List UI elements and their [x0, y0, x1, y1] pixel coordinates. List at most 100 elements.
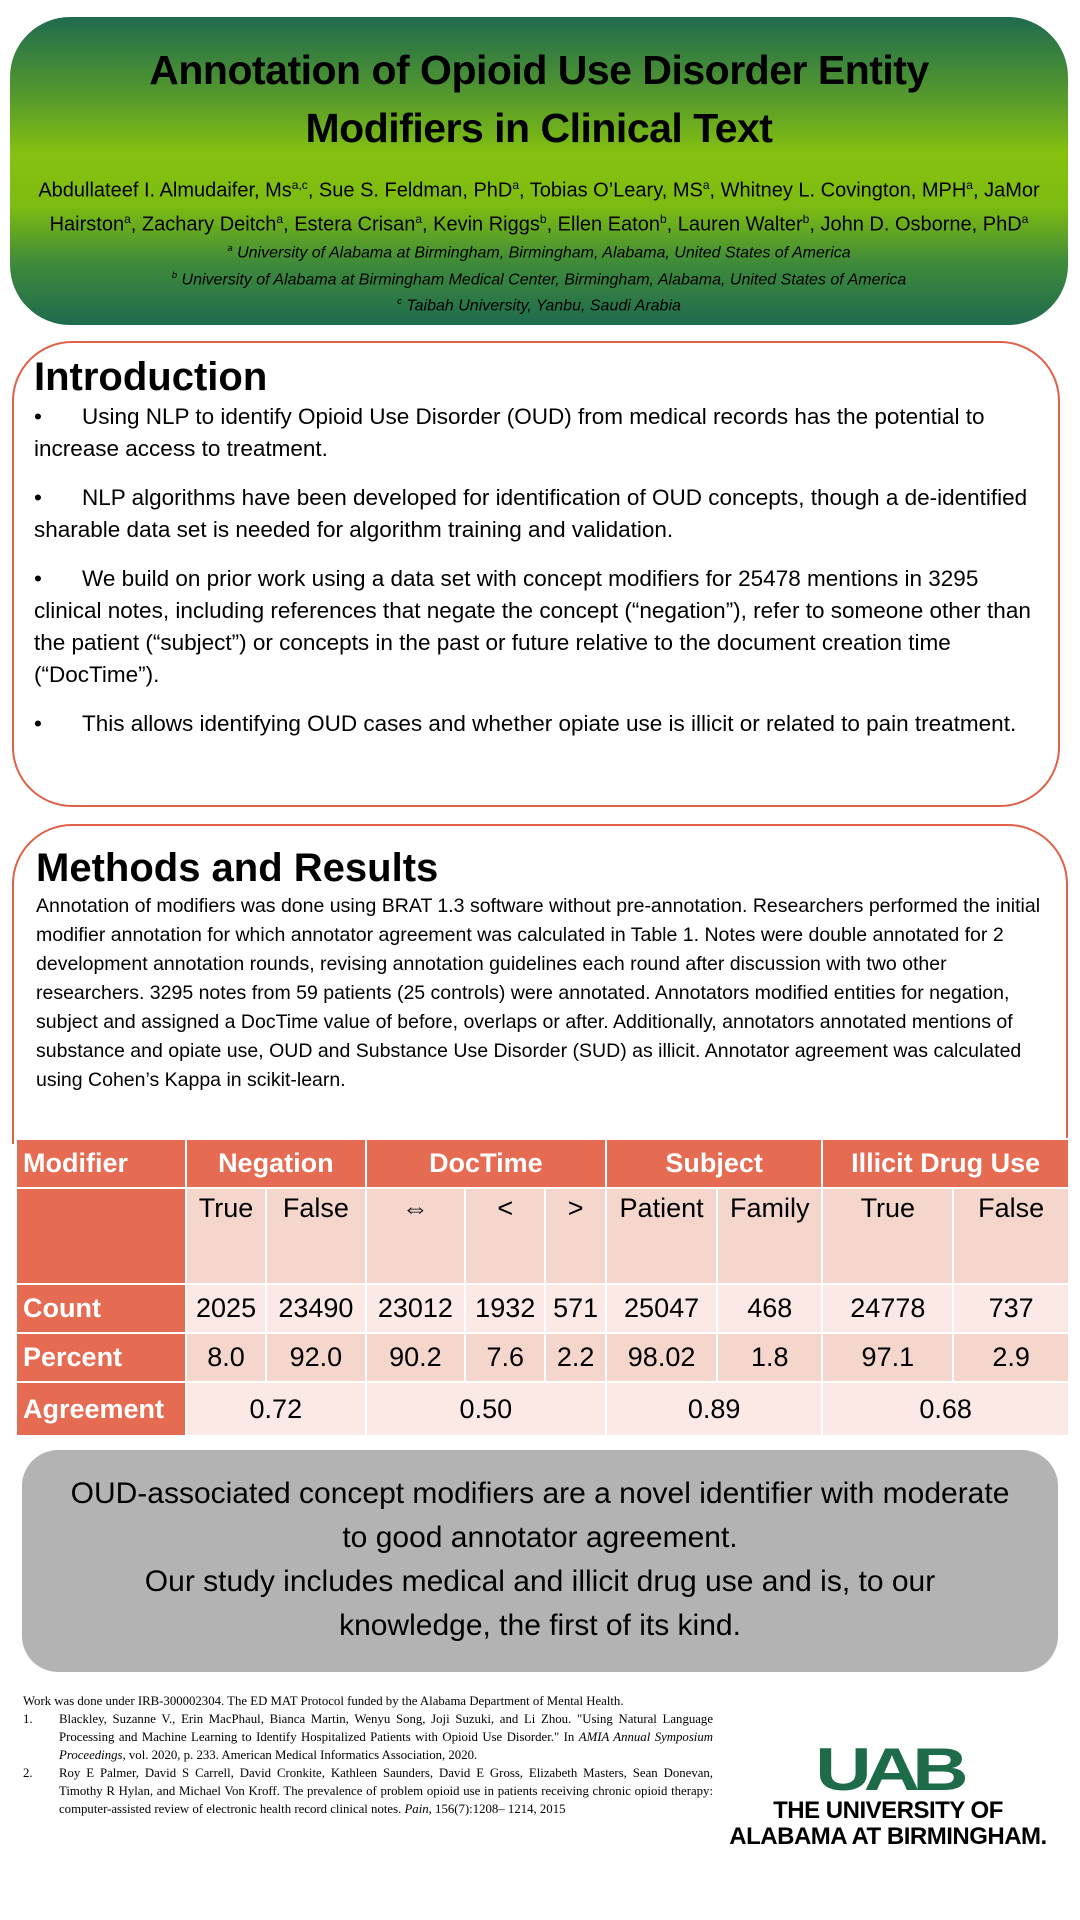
group-header: Illicit Drug Use [821, 1138, 1070, 1189]
funding-note: Work was done under IRB-300002304. The E… [23, 1694, 624, 1708]
agreement-cell: 0.89 [605, 1381, 824, 1437]
percent-cell: 1.8 [716, 1332, 824, 1383]
table-row: Count 2025 23490 23012 1932 571 25047 468 24778 7… [15, 1283, 1070, 1334]
reference-item: 2. Roy E Palmer, David S Carrell, David C… [23, 1764, 713, 1818]
ref-journal: AMIA Annual Symposium Proceedings [59, 1730, 713, 1762]
section-heading: Methods and Results [36, 846, 439, 890]
column-header: False [952, 1187, 1070, 1285]
affiliation: c Taibah University, Yanbu, Saudi Arabia [10, 291, 1068, 317]
conclusion-box: OUD-associated concept modifiers are a n… [22, 1450, 1058, 1672]
column-header: True [184, 1187, 268, 1285]
author-affiliation-mark: a [415, 211, 423, 226]
bullet-icon: • [34, 485, 42, 510]
count-cell: 571 [544, 1283, 608, 1334]
author-affiliation-mark: b [659, 211, 667, 226]
count-cell: 1932 [464, 1283, 547, 1334]
methods-section: Methods and Results Annotation of modifi… [12, 824, 1068, 1144]
agreement-cell: 0.68 [821, 1381, 1070, 1437]
column-header: True [821, 1187, 955, 1285]
author-list: Abdullateef I. Almudaifer, Msa,c, Sue S.… [10, 171, 1068, 238]
reference-text: Blackley, Suzanne V., Erin MacPhaul, Bia… [59, 1710, 713, 1764]
introduction-section: Introduction • Using NLP to identify Opio… [12, 341, 1060, 807]
affiliation-mark: c [397, 295, 402, 307]
author-name: , Ellen Eaton [546, 213, 660, 236]
table-row: Agreement 0.72 0.50 0.89 0.68 [15, 1381, 1070, 1437]
column-header: Family [716, 1187, 824, 1285]
bullet-icon: • [34, 711, 42, 736]
uab-logo: UAB THE UNIVERSITY OF ALABAMA AT BIRMING… [718, 1736, 1058, 1850]
column-header: < [464, 1187, 547, 1285]
percent-cell: 2.9 [952, 1332, 1070, 1383]
column-header: ⇔ [364, 1187, 467, 1285]
author-affiliation-mark: a,c [291, 178, 308, 192]
poster-title: Annotation of Opioid Use Disorder Entity… [10, 41, 1068, 157]
count-cell: 468 [716, 1283, 824, 1334]
author-name: , John D. Osborne, PhD [809, 213, 1022, 236]
table-row: Percent 8.0 92.0 90.2 7.6 2.2 98.02 1.8 97.1 2.9 [15, 1332, 1070, 1383]
author-name: , Kevin Riggs [422, 213, 540, 236]
title-line: Modifiers in Clinical Text [305, 105, 773, 151]
reference-number: 2. [23, 1766, 33, 1780]
references: Work was done under IRB-300002304. The E… [23, 1692, 713, 1818]
ref-text: , vol. 2020, p. 233. American Medical In… [122, 1748, 478, 1762]
table-header-row: Modifier Negation DocTime Subject Illici… [15, 1138, 1070, 1189]
bullet-item: • Using NLP to identify Opioid Use Disord… [34, 401, 1038, 465]
affiliation: a University of Alabama at Birmingham, B… [10, 238, 1068, 264]
corner-header: Modifier [15, 1138, 187, 1189]
affiliations: a University of Alabama at Birmingham, B… [10, 238, 1068, 317]
reference-number: 1. [23, 1712, 33, 1726]
table-subheader-row: True False ⇔ < > Patient Family True False [15, 1187, 1070, 1285]
author-affiliation-mark: a [1021, 211, 1029, 226]
group-header: DocTime [364, 1138, 608, 1189]
bullet-text: Using NLP to identify Opioid Use Disorde… [34, 404, 985, 461]
author-affiliation-mark: a [276, 211, 284, 226]
uab-logo-mark: UAB [815, 1736, 968, 1803]
bullet-text: We build on prior work using a data set … [34, 566, 1031, 687]
ref-journal: Pain [404, 1802, 429, 1816]
column-header: False [265, 1187, 367, 1285]
poster-header: Annotation of Opioid Use Disorder Entity… [10, 17, 1068, 325]
affiliation: b University of Alabama at Birmingham Me… [10, 265, 1068, 291]
ref-text: Blackley, Suzanne V., Erin MacPhaul, Bia… [59, 1712, 713, 1744]
results-table: Modifier Negation DocTime Subject Illici… [15, 1138, 1070, 1437]
percent-cell: 98.02 [605, 1332, 719, 1383]
count-cell: 2025 [184, 1283, 268, 1334]
author-name: , Zachary Deitch [130, 213, 277, 236]
ref-text: Roy E Palmer, David S Carrell, David Cro… [59, 1766, 713, 1816]
affiliation-text: University of Alabama at Birmingham Medi… [177, 270, 907, 288]
reference-list: 1. Blackley, Suzanne V., Erin MacPhaul, B… [23, 1710, 713, 1818]
row-label: Percent [15, 1332, 187, 1383]
author-name: , Tobias O’Leary, MS [519, 179, 703, 202]
author-name: , JaMor Hairston [49, 179, 1040, 236]
author-name: , Estera Crisan [283, 213, 416, 236]
title-line: Annotation of Opioid Use Disorder Entity [149, 47, 929, 93]
author-affiliation-mark: b [802, 211, 810, 226]
author-name: , Lauren Walter [666, 213, 803, 236]
bullet-item: • NLP algorithms have been developed for … [34, 482, 1038, 546]
author-name: Abdullateef I. Almudaifer, Ms [38, 179, 292, 202]
percent-cell: 97.1 [821, 1332, 955, 1383]
ref-text: , 156(7):1208– 1214, 2015 [428, 1802, 566, 1816]
affiliation-text: University of Alabama at Birmingham, Bir… [232, 244, 851, 262]
reference-item: 1. Blackley, Suzanne V., Erin MacPhaul, B… [23, 1710, 713, 1764]
column-header: Patient [605, 1187, 719, 1285]
count-cell: 23012 [364, 1283, 467, 1334]
author-affiliation-mark: a [702, 178, 710, 192]
methods-text: Annotation of modifiers was done using B… [36, 895, 1041, 1091]
logo-text: ALABAMA AT BIRMINGHAM. [729, 1823, 1047, 1850]
author-name: , Whitney L. Covington, MPH [709, 179, 967, 202]
author-affiliation-mark: a [124, 211, 131, 226]
percent-cell: 92.0 [265, 1332, 367, 1383]
author-affiliation-mark: a [966, 178, 973, 192]
affiliation-mark: b [171, 269, 178, 281]
bullet-text: This allows identifying OUD cases and wh… [82, 711, 1017, 736]
percent-cell: 90.2 [364, 1332, 467, 1383]
empty-cell [15, 1187, 187, 1285]
bullet-list: • Using NLP to identify Opioid Use Disord… [34, 401, 1038, 740]
conclusion-line: Our study includes medical and illicit d… [144, 1565, 936, 1642]
bullet-item: • This allows identifying OUD cases and w… [34, 708, 1038, 740]
author-affiliation-mark: b [539, 211, 547, 226]
row-label: Count [15, 1283, 187, 1334]
count-cell: 24778 [821, 1283, 955, 1334]
section-heading: Introduction [34, 355, 268, 399]
